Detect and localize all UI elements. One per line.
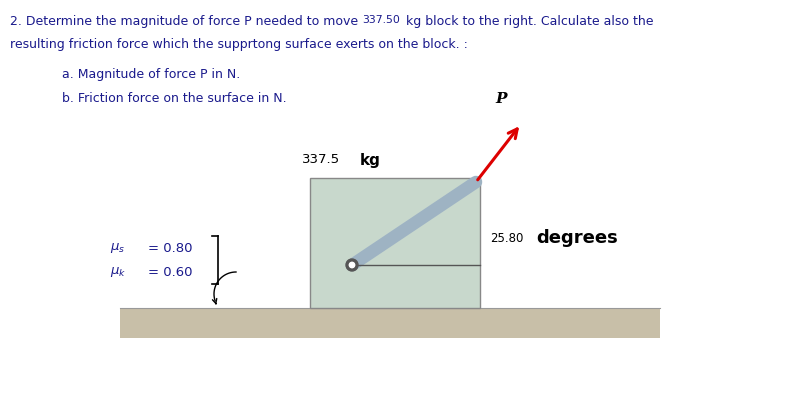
Text: 337.5: 337.5 [302,153,340,166]
Text: P: P [495,92,507,106]
Bar [310,178,480,308]
Text: b. Friction force on the surface in N.: b. Friction force on the surface in N. [62,92,287,105]
Text: = 0.80: = 0.80 [148,241,193,255]
Text: degrees: degrees [536,229,618,247]
Text: kg: kg [360,153,381,168]
Text: kg block to the right. Calculate also the: kg block to the right. Calculate also th… [398,15,654,28]
Text: 25.80: 25.80 [490,231,523,244]
Text: $\mu_k$: $\mu_k$ [110,265,126,279]
Text: 2. Determine the magnitude of force P needed to move: 2. Determine the magnitude of force P ne… [10,15,358,28]
Text: resulting friction force which the supprtong surface exerts on the block. :: resulting friction force which the suppr… [10,38,468,51]
Text: 337.50: 337.50 [362,15,400,25]
Circle shape [349,262,355,268]
Circle shape [346,259,358,271]
Text: = 0.60: = 0.60 [148,265,193,278]
Bar [120,308,660,338]
Text: a. Magnitude of force P in N.: a. Magnitude of force P in N. [62,68,240,81]
Text: $\mu_s$: $\mu_s$ [110,241,125,255]
